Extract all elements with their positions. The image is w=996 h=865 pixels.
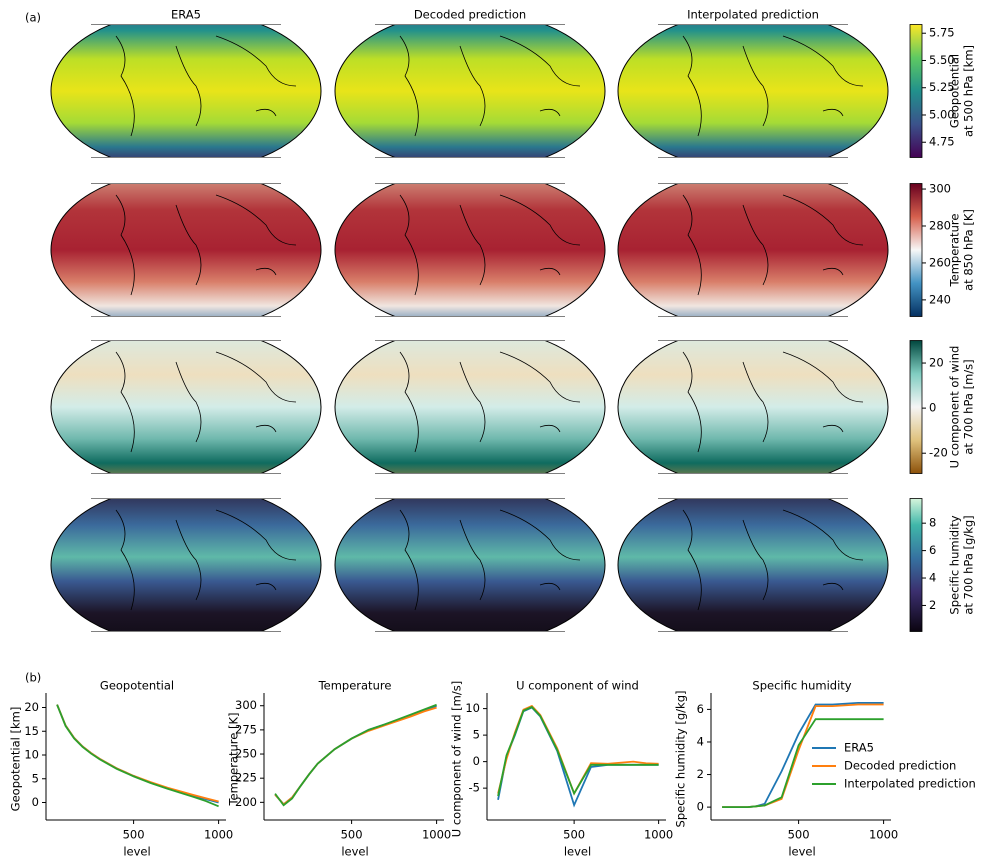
map [335, 327, 605, 487]
map-field [618, 327, 888, 487]
y-tick-label: 6 [697, 702, 704, 716]
x-tick-label: 1000 [422, 828, 451, 842]
map-field [618, 170, 888, 330]
chart-title: Temperature [318, 679, 392, 693]
colorbar-label: at 850 hPa [K] [962, 209, 976, 291]
colorbar-tick-label: 6 [929, 543, 936, 557]
colorbar [910, 341, 922, 474]
panel-label: (a) [25, 11, 41, 25]
x-tick-label: 1000 [869, 828, 898, 842]
y-tick-label: 20 [24, 700, 39, 714]
column-title: Decoded prediction [414, 8, 526, 22]
series-line [498, 708, 659, 806]
colorbar-tick-label: 4.75 [929, 135, 955, 149]
colorbar-tick-label: 0 [929, 401, 936, 415]
legend-label: Interpolated prediction [844, 777, 976, 791]
x-tick-label: 1000 [644, 828, 673, 842]
figure: (a) (b) ERA5 Decoded prediction Interpolat… [0, 0, 996, 861]
y-tick-label: 10 [465, 701, 480, 715]
map [335, 485, 605, 645]
map-field [618, 485, 888, 645]
x-axis-label: level [788, 845, 815, 859]
colorbar-tick-label: 4 [929, 571, 936, 585]
chart-title: Geopotential [100, 679, 174, 693]
map-field [335, 485, 605, 645]
colorbar-label: at 700 hPa [g/kg] [962, 515, 976, 614]
chart-title: Specific humidity [752, 679, 851, 693]
series-line [498, 706, 659, 793]
y-axis-label: U component of wind [m/s] [450, 681, 464, 837]
series-line [57, 705, 219, 802]
map-field [335, 170, 605, 330]
x-tick-label: 500 [341, 828, 363, 842]
y-tick-label: 10 [24, 748, 39, 762]
map-field [51, 327, 321, 487]
colorbar [910, 25, 922, 158]
y-axis-label: Temperature [K] [227, 712, 241, 806]
series-line [498, 707, 659, 796]
x-axis-label: level [123, 845, 150, 859]
map [618, 170, 888, 330]
map-field [51, 11, 321, 171]
y-tick-label: 0 [697, 800, 704, 814]
x-tick-label: 500 [788, 828, 810, 842]
colorbar-tick-label: -20 [929, 446, 948, 460]
colorbar-tick-label: 300 [929, 182, 951, 196]
y-tick-label: 2 [697, 767, 704, 781]
y-tick-label: 5 [473, 728, 480, 742]
column-title: Interpolated prediction [687, 8, 819, 22]
colorbar-tick-label: 8 [929, 516, 936, 530]
map-field [618, 11, 888, 171]
map [618, 11, 888, 171]
series-line [57, 705, 219, 803]
y-tick-label: 300 [235, 698, 257, 712]
colorbar-label: at 500 hPa [km] [962, 45, 976, 137]
y-tick-label: 5 [32, 771, 39, 785]
panel-label: (b) [25, 671, 41, 685]
y-tick-label: 0 [473, 754, 480, 768]
map [51, 485, 321, 645]
map-field [335, 11, 605, 171]
y-tick-label: 0 [32, 795, 39, 809]
map [51, 170, 321, 330]
y-axis-label: Specific humidity [g/kg] [674, 691, 688, 828]
colorbar-label: Temperature [948, 214, 962, 288]
column-title: ERA5 [171, 8, 201, 22]
y-tick-label: 15 [24, 724, 39, 738]
series-line [275, 706, 437, 805]
colorbar [910, 184, 922, 317]
map-field [51, 485, 321, 645]
legend-label: Decoded prediction [844, 759, 956, 773]
colorbar-label: Specific humidity [948, 515, 962, 614]
y-axis-label: Geopotential [km] [9, 707, 23, 812]
x-axis-label: level [564, 845, 591, 859]
x-tick-label: 1000 [204, 828, 233, 842]
map [335, 170, 605, 330]
map [335, 11, 605, 171]
map [618, 485, 888, 645]
colorbar-tick-label: 2 [929, 598, 936, 612]
colorbar [910, 499, 922, 632]
colorbar-tick-label: 240 [929, 292, 951, 306]
series-line [275, 705, 437, 805]
map-field [335, 327, 605, 487]
legend-label: ERA5 [844, 741, 874, 755]
y-tick-label: 4 [697, 734, 704, 748]
map [51, 11, 321, 171]
series-line [275, 708, 437, 805]
x-tick-label: 500 [563, 828, 585, 842]
map [618, 327, 888, 487]
x-tick-label: 500 [123, 828, 145, 842]
map [51, 327, 321, 487]
colorbar-tick-label: 5.75 [929, 26, 955, 40]
colorbar-label: at 700 hPa [m/s] [962, 359, 976, 454]
series-line [57, 705, 219, 807]
y-tick-label: -5 [469, 781, 480, 795]
colorbar-tick-label: 20 [929, 356, 944, 370]
colorbar-label: Geopotential [948, 54, 962, 128]
map-field [51, 170, 321, 330]
chart-title: U component of wind [516, 679, 639, 693]
colorbar-label: U component of wind [948, 346, 962, 469]
x-axis-label: level [341, 845, 368, 859]
